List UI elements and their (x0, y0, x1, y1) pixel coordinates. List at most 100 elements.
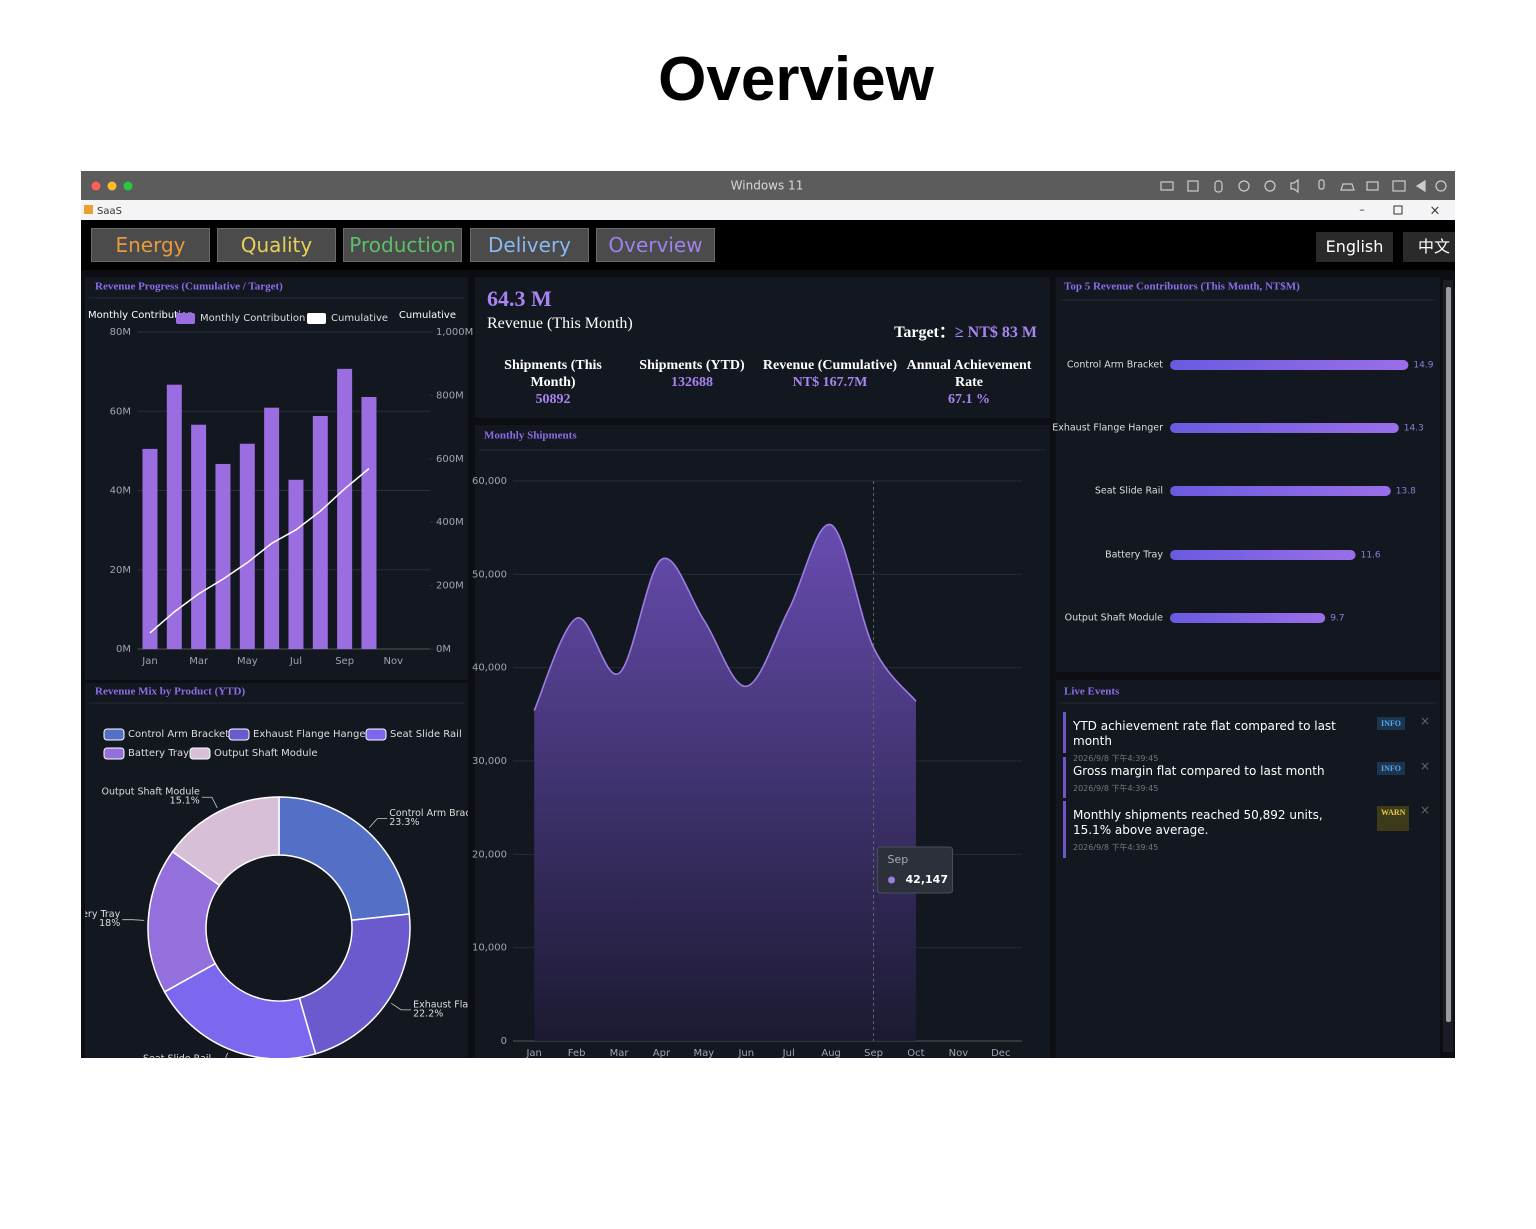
value-label: 14.3 (1404, 424, 1424, 434)
leader-line (368, 818, 388, 828)
legend-label: Seat Slide Rail (390, 729, 462, 740)
bar (288, 479, 304, 649)
legend-swatch (176, 313, 195, 324)
legend-label: Battery Tray (128, 748, 189, 759)
bar (337, 368, 353, 649)
slice-label: Exhaust Flange Hanger (413, 999, 524, 1010)
kpi-main-value: 64.3 M (487, 286, 552, 311)
target-label: Target： (894, 324, 955, 341)
language-button[interactable]: 中文 (1403, 232, 1455, 262)
tab[interactable]: Quality (217, 228, 336, 262)
kpi-label: Annual Achievement Rate (906, 358, 1032, 390)
tab[interactable]: Energy (91, 228, 210, 262)
tray-icons (1160, 178, 1447, 194)
cumulative-line (149, 468, 370, 634)
bar (1170, 360, 1409, 370)
legend-label: Monthly Contribution (200, 313, 305, 324)
zoom-button[interactable] (123, 181, 133, 191)
kpi-value: 50892 (535, 392, 571, 407)
kpi-item: Shipments (This Month) 50892 (498, 357, 608, 408)
tooltip-value: 42,147 (906, 873, 948, 886)
target: Target：≥ NT$ 83 M (894, 318, 1037, 342)
x-tick-label: Mar (189, 656, 209, 667)
x-tick-label: Jul (289, 656, 302, 667)
bar (264, 407, 280, 649)
dashboard: Windows 11 SaaS – × Revenue Progress (Cu… (81, 171, 1455, 1058)
y-tick-label: 80M (110, 327, 131, 338)
screenshot: Windows 11 SaaS – × Revenue Progress (Cu… (81, 171, 1455, 1058)
bar (1170, 613, 1326, 623)
donut-slice (278, 796, 411, 922)
y-tick-label: 20M (110, 565, 131, 576)
event-text: Gross margin flat compared to last month (1073, 764, 1325, 778)
kpi-value: 132688 (671, 375, 713, 390)
minimize[interactable]: – (1359, 203, 1365, 216)
panel (85, 683, 468, 1058)
legend-label: Cumulative (331, 313, 388, 324)
y2-tick-label: 200M (436, 581, 464, 592)
kpi-value: NT$ 167.7M (792, 375, 868, 390)
panel (1056, 680, 1440, 1058)
y-tick-label: 0M (116, 644, 131, 655)
slice-label: Battery Tray (81, 909, 121, 920)
event-item: Gross margin flat compared to last month… (1063, 757, 1430, 798)
event-item: YTD achievement rate flat compared to la… (1063, 712, 1430, 763)
tab[interactable]: Production (343, 228, 462, 262)
y2-tick-label: 600M (436, 454, 464, 465)
dismiss[interactable]: × (1420, 714, 1431, 728)
event-time: 2026/9/8 下午4:39:45 (1073, 843, 1159, 852)
x-tick-label: Jun (737, 1048, 754, 1058)
close-button[interactable] (91, 181, 101, 191)
slice-label: Control Arm Bracket (389, 808, 485, 819)
y-tick-label: 0 (501, 1036, 507, 1047)
y-tick-label: 60,000 (472, 476, 507, 487)
tab[interactable]: Overview (596, 228, 715, 262)
bar (1170, 486, 1391, 496)
x-tick-label: Sep (864, 1048, 883, 1058)
kpi-value: 67.1 % (948, 392, 990, 407)
mac-titlebar (81, 171, 1455, 200)
bar (239, 443, 255, 649)
language-button[interactable]: English (1316, 232, 1393, 262)
x-tick-label: Aug (821, 1048, 841, 1058)
tab[interactable]: Delivery (470, 228, 589, 262)
x-tick-label: Oct (907, 1048, 924, 1058)
value-label: 13.8 (1396, 487, 1416, 497)
y2-tick-label: 400M (436, 517, 464, 528)
leader-line (122, 919, 145, 921)
y-tick-label: 60M (110, 406, 131, 417)
event-time: 2026/9/8 下午4:39:45 (1073, 784, 1159, 793)
dismiss[interactable]: × (1420, 759, 1431, 773)
x-tick-label: Jan (525, 1048, 541, 1058)
screen-inner: Windows 11 SaaS – × Revenue Progress (Cu… (81, 171, 1455, 1058)
slice-value-label: 15.1% (170, 796, 200, 807)
close[interactable]: × (1430, 204, 1441, 219)
donut-slice (163, 962, 317, 1058)
slice-value-label: 22.2% (413, 1008, 443, 1019)
x-tick-label: Dec (991, 1048, 1010, 1058)
minimize-button[interactable] (107, 181, 117, 191)
x-tick-label: Jul (782, 1048, 795, 1058)
scrollbar-thumb[interactable] (1446, 287, 1451, 1022)
panel (1056, 277, 1440, 672)
kpi-item: Revenue (Cumulative) NT$ 167.7M (755, 357, 905, 391)
y-tick-label: 30,000 (472, 756, 507, 767)
y-tick-label: 50,000 (472, 569, 507, 580)
bar (1170, 423, 1399, 433)
value-label: 11.6 (1361, 551, 1381, 561)
event-time: 2026/9/8 下午4:39:45 (1073, 754, 1159, 763)
y-axis-title: Monthly Contribution (88, 310, 193, 321)
legend-swatch (365, 728, 387, 741)
legend-swatch (189, 747, 211, 760)
tooltip (877, 846, 954, 894)
dismiss[interactable]: × (1420, 803, 1431, 817)
category-label: Exhaust Flange Hanger (1052, 423, 1163, 434)
leader-line (225, 1052, 229, 1058)
legend-swatch (228, 728, 250, 741)
y-tick-label: 20,000 (472, 849, 507, 860)
event-text: Monthly shipments reached 50,892 units, … (1073, 808, 1323, 837)
restore[interactable] (1393, 205, 1403, 215)
app-icon (84, 205, 93, 214)
y2-axis-title: Cumulative (399, 310, 456, 321)
